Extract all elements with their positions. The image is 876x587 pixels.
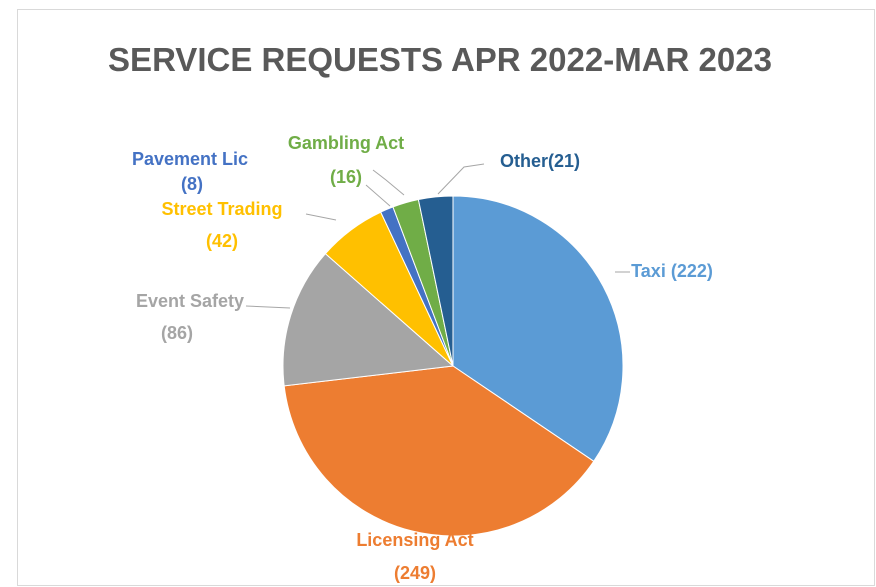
chart-frame (17, 9, 875, 586)
leader-line (305, 213, 337, 221)
pie-slice (282, 252, 455, 387)
leader-line (372, 169, 405, 196)
data-label: (86) (161, 323, 193, 343)
leader-line (365, 184, 391, 207)
data-label: Gambling Act (288, 133, 404, 153)
data-label: (249) (394, 563, 436, 583)
data-label: Event Safety (136, 291, 244, 311)
chart-title: SERVICE REQUESTS APR 2022-MAR 2023 (108, 41, 772, 78)
leader-line (245, 305, 291, 309)
pie-slice (452, 195, 624, 463)
data-label: Pavement Lic (132, 149, 248, 169)
pie-slice (417, 195, 454, 367)
leader-line (437, 163, 485, 195)
pie-slice (283, 365, 595, 537)
data-label: (8) (181, 174, 203, 194)
data-label: Licensing Act (356, 530, 473, 550)
data-label: (42) (206, 231, 238, 251)
data-label: Taxi (222) (631, 261, 713, 281)
data-label: Other(21) (500, 151, 580, 171)
data-label: (16) (330, 167, 362, 187)
data-label: Street Trading (161, 199, 282, 219)
